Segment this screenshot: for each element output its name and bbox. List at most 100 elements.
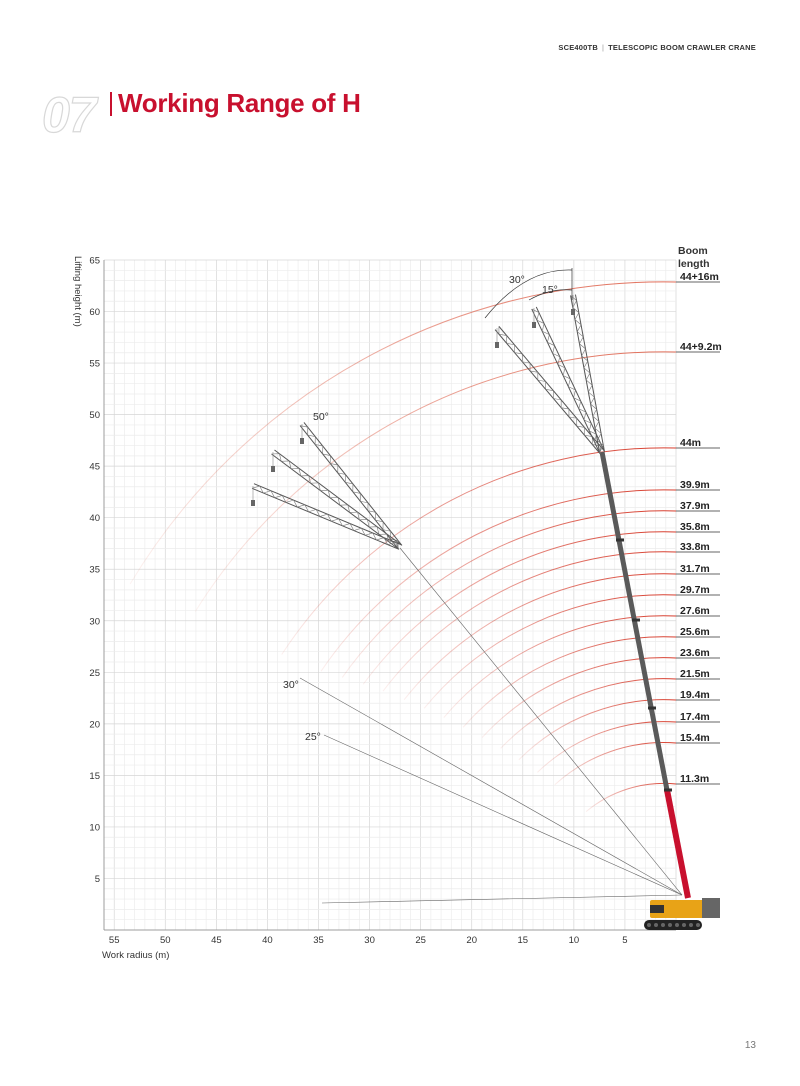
boom-length-label: 11.3m [680,773,709,785]
header-separator: | [601,43,605,52]
jib-chord [251,487,400,550]
track-roller [696,923,700,927]
model-name: SCE400TB [558,43,598,52]
y-tick-label: 60 [89,307,100,318]
angle-label-50: 50° [313,411,329,423]
boom-arc [462,636,677,728]
angle-guide-line [299,677,683,896]
hook-block [571,309,575,315]
boom-length-label: 29.7m [680,584,710,596]
angle-label-15: 15° [542,284,558,296]
boom-length-label: 44m [680,437,701,449]
y-tick-label: 30 [89,616,100,627]
boom-arc [500,678,677,749]
hook-block [271,466,275,472]
boom-length-header: length [678,258,710,270]
x-tick-label: 30 [364,935,375,946]
track-roller [689,923,693,927]
boom-arc [362,531,677,685]
x-tick-label: 15 [517,935,528,946]
angle-label-30: 30° [283,679,299,691]
boom-length-label: 35.8m [680,521,710,533]
x-tick-label: 5 [622,935,627,946]
jib-chord [299,425,399,549]
x-tick-label: 40 [262,935,273,946]
crane-counterweight [702,898,720,918]
crawler-track [644,920,702,930]
boom-arc [129,281,677,585]
jib-lacing [498,326,601,454]
boom-section-joint [632,618,640,622]
y-tick-label: 25 [89,668,100,679]
chart-labels: 55 50 45 40 35 30 25 20 15 10 55101520253035404550… [72,245,722,961]
boom-length-label: 31.7m [680,563,710,575]
boom-arc [382,551,677,692]
angle-label-25: 25° [305,731,321,743]
y-tick-label: 55 [89,359,100,370]
jib-chord [531,308,601,454]
boom-length-label: 15.4m [680,732,710,744]
y-tick-label: 45 [89,462,100,473]
track-roller [647,923,651,927]
angle-guide-line [323,734,683,896]
boom-configurations [251,268,691,899]
jib-0-degree [570,294,605,453]
crane-cab [650,905,664,913]
boom-arc [481,657,677,738]
angle-guide-line [399,547,683,896]
jib-lacing [271,453,399,550]
title-accent-bar [110,92,112,116]
x-tick-label: 10 [569,935,580,946]
jib-angle-arc-15 [528,289,573,301]
chart-grid [103,259,677,931]
boom-length-header: Boom [678,245,708,257]
boom-arc [403,573,677,701]
track-roller [654,923,658,927]
boom-length-label: 44+9.2m [680,341,722,353]
section-number: 07 [41,86,97,143]
x-tick-label: 55 [109,935,120,946]
boom-length-label: 21.5m [680,668,710,680]
angle-guide-line [321,894,683,904]
boom-arc [554,742,677,786]
boom-arc [518,699,677,761]
boom-section-joint [648,706,656,710]
jib-lacing [531,308,602,454]
boom-length-label: 17.4m [680,711,710,723]
x-tick-label: 50 [160,935,171,946]
boom-arc [537,721,677,773]
boom-section-joint [664,788,672,792]
document-header: SCE400TB | TELESCOPIC BOOM CRAWLER CRANE [558,43,756,52]
jib-lacing [251,485,400,550]
boom-length-label: 19.4m [680,689,710,701]
boom-arc [320,489,677,672]
jib-chord [271,453,399,550]
x-axis-title: Work radius (m) [102,950,169,961]
boom-arc [341,510,677,678]
crane-base [644,898,720,930]
jib-angle-arc-30 [484,269,573,319]
jib-50-degree [299,422,403,549]
boom-section-joint [616,538,624,542]
track-roller [682,923,686,927]
boom-arc [281,447,677,655]
x-tick-label: 25 [415,935,426,946]
angle-label-30-top: 30° [509,274,525,286]
boom-length-label: 39.9m [680,479,710,491]
y-tick-label: 40 [89,513,100,524]
page-number: 13 [744,1040,756,1051]
boom-length-label: 23.6m [680,647,710,659]
boom-arc [585,782,677,813]
jib-lacing [570,295,604,453]
jib-lacing [299,425,399,549]
boom-length-label: 37.9m [680,500,710,512]
x-tick-label: 45 [211,935,222,946]
track-roller [668,923,672,927]
hook-block [532,322,536,328]
hook-block [251,500,255,506]
hook-block [300,438,304,444]
y-tick-label: 15 [89,771,100,782]
boom-radius-arcs [129,281,720,813]
jib-30-degree [494,326,605,454]
jib-upper-offset [271,449,402,550]
